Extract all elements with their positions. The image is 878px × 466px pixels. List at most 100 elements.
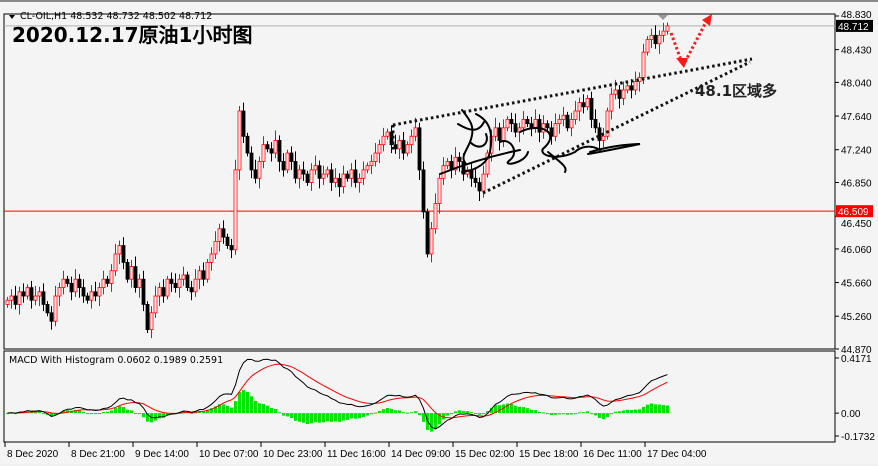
candle-body xyxy=(173,283,178,289)
candle-body xyxy=(229,245,234,251)
candle-body xyxy=(69,283,74,293)
candle-body xyxy=(325,169,330,175)
candle xyxy=(345,170,350,182)
histogram-bar xyxy=(286,413,289,417)
candle xyxy=(625,82,630,94)
price-tick-label: 46.060 xyxy=(841,245,872,256)
candle-body xyxy=(417,127,422,171)
candle-body xyxy=(169,278,174,284)
histogram-bar xyxy=(242,390,245,414)
candle-body xyxy=(653,34,658,45)
candle-body xyxy=(645,39,650,53)
candle-body xyxy=(29,287,34,301)
histogram-bar xyxy=(494,405,497,414)
candle xyxy=(185,271,190,291)
candle-body xyxy=(657,34,662,45)
candle xyxy=(157,282,162,307)
candle xyxy=(153,285,158,318)
histogram-bar xyxy=(278,412,281,414)
candle xyxy=(577,97,582,122)
candle-body xyxy=(97,287,102,297)
candle xyxy=(177,274,182,298)
candle xyxy=(253,159,258,184)
histogram-bar xyxy=(142,413,145,418)
candle-body xyxy=(217,228,222,242)
histogram-bar xyxy=(238,391,241,414)
candle-body xyxy=(453,156,458,171)
candle-body xyxy=(189,287,194,293)
candle-body xyxy=(121,245,126,263)
candle-body xyxy=(521,119,526,129)
candle-body xyxy=(553,123,558,137)
histogram-bar xyxy=(226,405,229,414)
histogram-bar xyxy=(298,413,301,422)
candle-body xyxy=(285,152,290,171)
candle xyxy=(605,107,610,140)
histogram-bar xyxy=(274,408,277,414)
histogram-bar xyxy=(466,411,469,414)
candle-body xyxy=(365,165,370,171)
histogram-bar xyxy=(666,405,669,414)
candle-body xyxy=(477,182,482,192)
candle xyxy=(237,105,242,180)
candle xyxy=(513,113,518,138)
signature-watermark xyxy=(439,109,641,175)
candle xyxy=(493,117,498,142)
histogram-bar xyxy=(118,406,121,414)
candle xyxy=(313,155,318,175)
candle xyxy=(45,301,50,317)
candle xyxy=(473,168,478,188)
candle-body xyxy=(21,291,26,297)
candle-body xyxy=(361,169,366,179)
candle xyxy=(417,122,422,180)
dropdown-triangle-icon[interactable] xyxy=(9,15,15,19)
histogram-bar xyxy=(126,409,129,414)
macd-label: MACD With Histogram 0.0602 0.1989 0.2591 xyxy=(9,355,223,366)
candle-body xyxy=(277,140,282,162)
candle xyxy=(9,289,14,309)
candle xyxy=(249,146,254,179)
histogram-bar xyxy=(578,412,581,414)
candle-body xyxy=(245,135,250,154)
candle xyxy=(597,122,602,151)
histogram-bar xyxy=(262,403,265,414)
candle-body xyxy=(641,51,646,78)
histogram-bar xyxy=(602,413,605,420)
price-pane xyxy=(3,13,836,350)
histogram-bar xyxy=(42,413,45,415)
lower-trendline xyxy=(482,60,751,195)
candle xyxy=(601,127,606,148)
candle xyxy=(213,231,218,260)
histogram-bar xyxy=(210,408,213,414)
histogram-bar xyxy=(518,406,521,414)
candle-body xyxy=(405,144,410,154)
candle xyxy=(221,220,226,244)
histogram-bar xyxy=(234,401,237,414)
histogram-bar xyxy=(386,407,389,414)
marked-price-badge xyxy=(836,205,873,218)
candle xyxy=(285,149,290,174)
candle-body xyxy=(133,266,138,289)
candle xyxy=(425,208,430,258)
candle xyxy=(337,173,342,197)
candle-body xyxy=(305,173,310,183)
candle xyxy=(117,240,122,265)
candle xyxy=(93,281,98,302)
candle-body xyxy=(573,110,578,120)
histogram-bar xyxy=(62,410,65,414)
candle xyxy=(585,95,590,111)
candle xyxy=(49,306,54,330)
histogram-bar xyxy=(94,413,97,415)
histogram-bar xyxy=(566,413,569,415)
time-label: 10 Dec 07:00 xyxy=(199,449,259,460)
histogram-bar xyxy=(254,401,257,414)
candle xyxy=(373,142,378,167)
histogram-bar xyxy=(414,411,417,414)
candle-body xyxy=(309,169,314,183)
histogram-bar xyxy=(366,413,369,416)
macd-line xyxy=(7,358,668,430)
candle-body xyxy=(9,295,14,301)
histogram-bar xyxy=(326,413,329,422)
